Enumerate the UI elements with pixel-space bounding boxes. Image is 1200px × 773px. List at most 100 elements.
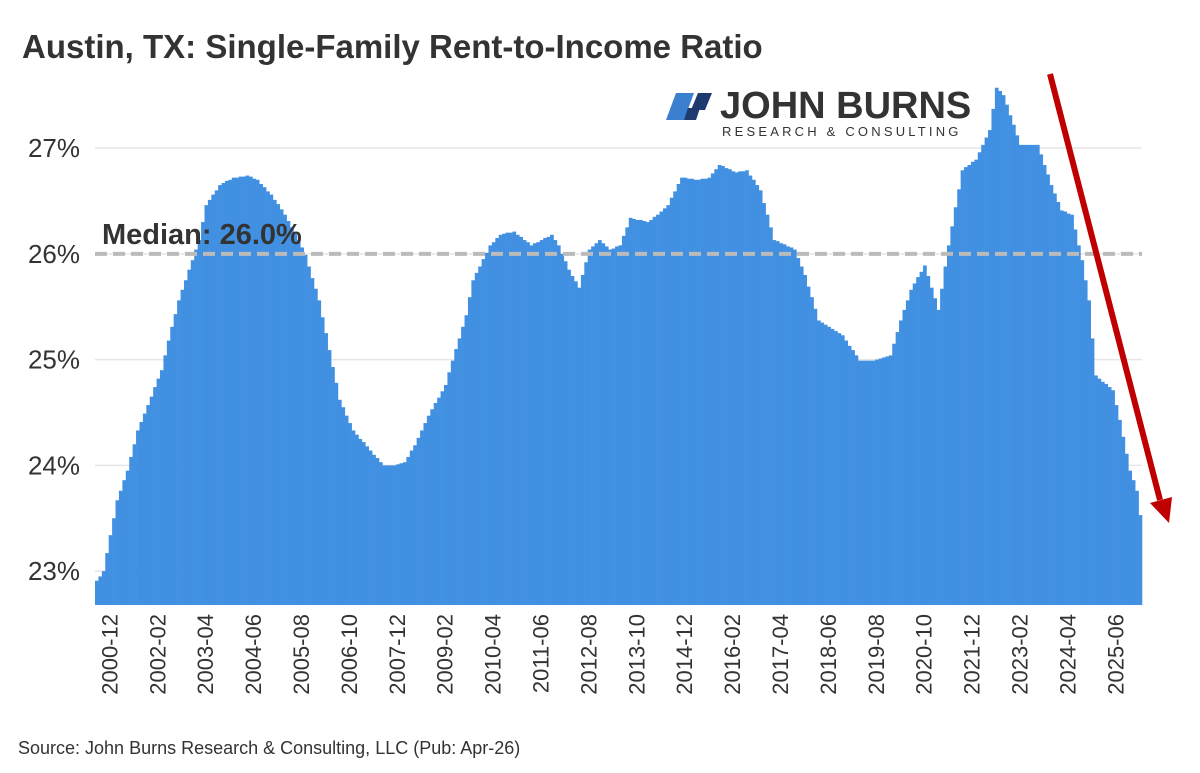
bar (512, 231, 517, 605)
bar (293, 233, 298, 605)
bar (122, 480, 127, 605)
bar (385, 465, 390, 605)
bar (724, 168, 729, 606)
bar (129, 456, 133, 605)
bar (892, 343, 896, 605)
bar (1042, 164, 1047, 605)
bar (402, 462, 407, 605)
bar (214, 190, 219, 605)
bar (594, 243, 599, 605)
x-tick-label: 2004-06 (241, 614, 266, 695)
bar (515, 234, 520, 605)
bar (649, 219, 654, 605)
bar (1011, 124, 1016, 605)
bar (238, 176, 243, 606)
bar (635, 219, 640, 605)
bar (970, 161, 975, 606)
bar (1001, 95, 1006, 605)
bar (1124, 453, 1129, 605)
bar (553, 240, 558, 606)
bar (539, 240, 544, 606)
bar (467, 297, 472, 605)
bar (392, 465, 397, 605)
bar (262, 187, 267, 605)
bar (160, 370, 164, 605)
bar (197, 240, 202, 606)
bar (1053, 193, 1057, 605)
bar (912, 283, 917, 605)
bar (628, 217, 633, 605)
bar (115, 500, 120, 605)
trend-arrow (1047, 73, 1172, 523)
bar (1063, 211, 1068, 606)
bar (806, 286, 811, 605)
bar (444, 384, 448, 605)
bar (1138, 515, 1143, 605)
bar (1080, 260, 1085, 605)
bar (793, 249, 797, 605)
bar (324, 333, 328, 605)
bar (183, 280, 188, 605)
bar (885, 356, 890, 605)
bar (974, 159, 979, 606)
bar (1029, 144, 1033, 605)
bar (707, 177, 712, 605)
bar (669, 197, 674, 605)
median-label: Median: 26.0% (102, 219, 302, 251)
bar (252, 178, 257, 605)
bar (108, 535, 113, 605)
bar (303, 254, 308, 605)
bar (313, 288, 318, 605)
bar (396, 464, 400, 605)
bar (132, 444, 137, 605)
bar (1076, 245, 1081, 605)
y-tick-label: 25% (28, 345, 80, 375)
bar (543, 237, 547, 606)
bar (964, 167, 968, 605)
bar (522, 240, 527, 606)
bar (861, 360, 866, 605)
bar (519, 236, 523, 605)
bar (1070, 214, 1074, 605)
bar (714, 169, 719, 605)
x-tick-label: 2013-10 (624, 614, 649, 695)
bar (611, 248, 616, 606)
bar (1100, 381, 1105, 605)
bar (190, 260, 195, 605)
bar (139, 422, 144, 605)
bar (204, 205, 209, 606)
bar (782, 244, 787, 606)
bar (642, 221, 647, 605)
bar (416, 437, 421, 605)
bar (283, 214, 287, 605)
bar (1022, 144, 1026, 605)
bar (228, 179, 233, 605)
bar (813, 308, 818, 605)
bar (567, 269, 571, 605)
bar (378, 462, 383, 605)
bar (180, 289, 185, 605)
bar (933, 298, 938, 605)
x-tick-label: 2005-08 (289, 614, 314, 695)
bar (988, 130, 992, 605)
chart-title: Austin, TX: Single-Family Rent-to-Income… (22, 28, 763, 65)
bar (375, 457, 380, 605)
bar (851, 350, 855, 605)
bar (779, 243, 784, 605)
bar (799, 266, 804, 605)
bar (1035, 144, 1040, 605)
bar (864, 360, 869, 605)
bar (881, 357, 886, 605)
bar (447, 372, 452, 605)
bar (734, 172, 739, 606)
bar (163, 355, 168, 605)
bar (1008, 115, 1013, 605)
bar (433, 402, 438, 605)
logo: JOHN BURNS RESEARCH & CONSULTING (666, 85, 971, 139)
bar (1094, 375, 1098, 605)
bar (953, 207, 958, 606)
bar (717, 164, 722, 605)
bar (943, 266, 948, 605)
bar (1090, 338, 1095, 605)
bar (727, 169, 732, 605)
